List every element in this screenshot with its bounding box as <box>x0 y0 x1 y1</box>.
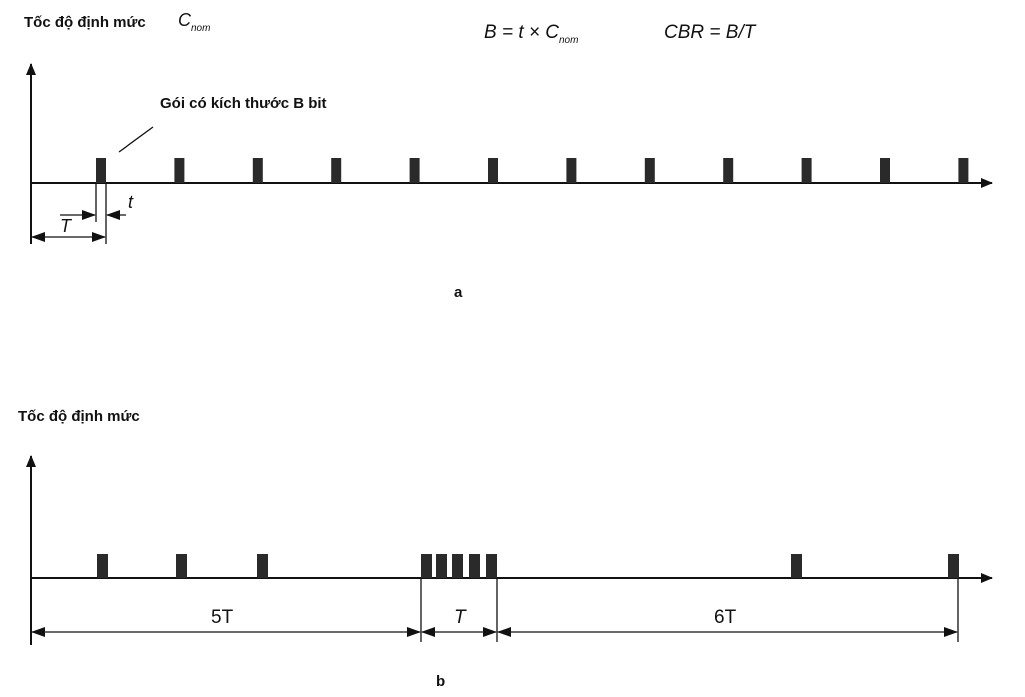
packet-a-7 <box>566 158 577 183</box>
packet-a-4 <box>331 158 342 183</box>
packet-a-6 <box>488 158 498 183</box>
rate-label-a: Tốc độ định mức <box>24 14 146 31</box>
caption-a: a <box>454 284 463 301</box>
packet-b-8 <box>486 554 497 578</box>
packet-a-5 <box>409 158 420 183</box>
packet-b-1 <box>97 554 108 578</box>
packet-a-12 <box>958 158 969 183</box>
panel-b: Tốc độ định mức 5T T 6T b <box>18 408 993 690</box>
c-nom-symbol: Cnom <box>178 10 210 34</box>
packet-b-9 <box>791 554 802 578</box>
interval-label-6T: 6T <box>714 607 737 628</box>
packet-a-3 <box>252 158 263 183</box>
formula-b: B = t × Cnom <box>484 22 578 46</box>
packet-label: Gói có kích thước B bit <box>160 95 327 112</box>
packet-a-11 <box>880 158 890 183</box>
period-label-T: T <box>60 216 73 236</box>
interval-label-5T: 5T <box>211 607 234 628</box>
packet-b-7 <box>469 554 480 578</box>
packet-b-4 <box>421 554 432 578</box>
packet-a-8 <box>644 158 655 183</box>
rate-label-b: Tốc độ định mức <box>18 408 140 425</box>
packet-b-2 <box>176 554 187 578</box>
packet-pointer-line <box>118 126 154 153</box>
formula-cbr: CBR = B/T <box>664 22 757 43</box>
interval-label-T: T <box>454 607 467 628</box>
packet-a-1 <box>96 158 106 183</box>
packet-b-10 <box>948 554 959 578</box>
caption-b: b <box>436 673 445 690</box>
packet-b-3 <box>257 554 268 578</box>
packet-b-5 <box>436 554 447 578</box>
packet-b-6 <box>452 554 463 578</box>
duration-label-t: t <box>128 192 134 212</box>
panel-a: Tốc độ định mức Cnom B = t × Cnom CBR = … <box>24 10 993 301</box>
packet-a-9 <box>723 158 734 183</box>
packet-a-10 <box>801 158 812 183</box>
packets-a <box>96 158 969 183</box>
packet-a-2 <box>174 158 185 183</box>
packets-b <box>97 554 959 578</box>
